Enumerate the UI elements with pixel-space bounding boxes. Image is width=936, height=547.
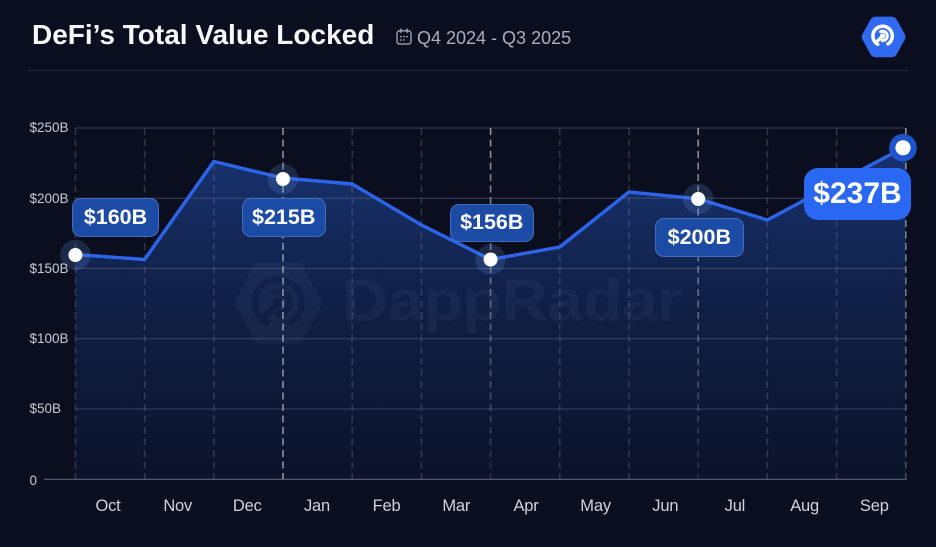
svg-text:DappRadar: DappRadar <box>342 268 682 333</box>
